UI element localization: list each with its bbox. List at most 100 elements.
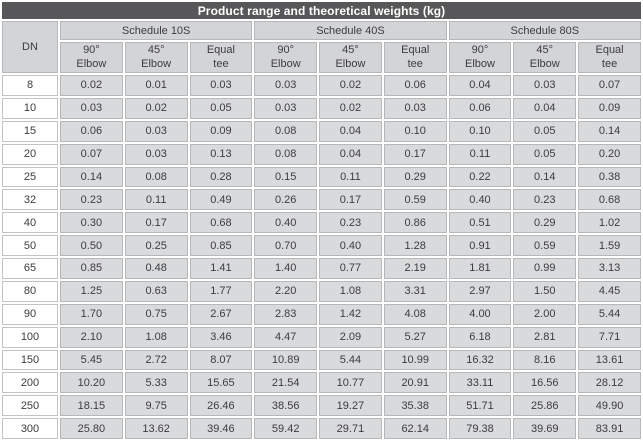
weight-cell: 1.40 <box>254 258 318 279</box>
weight-cell: 6.18 <box>448 326 512 348</box>
dn-value: 40 <box>2 212 58 234</box>
sub-header-angle-label: 45° <box>536 43 554 56</box>
weight-cell: 0.70 <box>254 235 318 256</box>
dn-column-header: DN <box>2 21 58 73</box>
weight-cell: 0.09 <box>578 97 641 119</box>
weight-cell: 0.75 <box>124 303 188 325</box>
sub-header-fitting-label: Elbow <box>335 57 366 70</box>
weight-cell: 4.00 <box>448 303 512 325</box>
weight-cell: 38.56 <box>254 395 318 417</box>
weight-cell: 0.49 <box>189 189 253 211</box>
weight-cell: 26.46 <box>189 395 253 417</box>
weight-cell: 18.15 <box>60 395 123 417</box>
weight-cell: 0.23 <box>319 212 382 234</box>
weight-cell: 0.68 <box>578 189 641 211</box>
weight-cell: 3.13 <box>578 258 641 279</box>
sub-header-1-elbow: 45° Elbow <box>124 42 188 73</box>
weight-cell: 5.44 <box>319 349 382 371</box>
table-title: Product range and theoretical weights (k… <box>2 2 641 19</box>
weight-cell: 0.04 <box>319 120 382 142</box>
weight-cell: 39.46 <box>189 418 253 439</box>
table-row: 25 0.14 0.08 0.28 0.15 0.11 0.29 0.22 0.14 0.38 <box>2 166 641 188</box>
weight-cell: 25.80 <box>60 418 123 439</box>
weight-cell: 0.85 <box>189 235 253 256</box>
weight-cell: 0.05 <box>513 120 577 142</box>
weight-cell: 49.90 <box>578 395 641 417</box>
table-row: 10 0.03 0.02 0.05 0.03 0.02 0.03 0.06 0.04 0.09 <box>2 97 641 119</box>
weight-cell: 0.02 <box>60 75 123 96</box>
weight-cell: 5.45 <box>60 349 123 371</box>
weight-cell: 13.62 <box>124 418 188 439</box>
weight-cell: 0.10 <box>383 120 447 142</box>
sub-header-fitting-label: Elbow <box>270 57 301 70</box>
table-row: 20 0.07 0.03 0.13 0.08 0.04 0.17 0.11 0.05 0.20 <box>2 143 641 165</box>
weight-cell: 0.04 <box>319 143 382 165</box>
sub-header-fitting-label: tee <box>601 57 618 70</box>
sub-header-6-elbow: 90° Elbow <box>448 42 512 73</box>
weight-cell: 2.09 <box>319 326 382 348</box>
weight-cell: 2.72 <box>124 349 188 371</box>
table-body: 8 0.02 0.01 0.03 0.03 0.02 0.06 0.04 0.03 0.07 10 0… <box>2 75 641 439</box>
dn-value: 100 <box>2 326 58 348</box>
table-row: 100 2.10 1.08 3.46 4.47 2.09 5.27 6.18 2.81 7.71 <box>2 326 641 348</box>
sub-header-angle-label: 90° <box>471 43 489 56</box>
dn-value: 200 <box>2 372 58 394</box>
weight-cell: 0.91 <box>448 235 512 256</box>
sub-header-angle-label: Equal <box>595 43 624 56</box>
weight-cell: 0.08 <box>254 120 318 142</box>
sub-header-0-elbow: 90° Elbow <box>60 42 123 73</box>
weight-cell: 28.12 <box>578 372 641 394</box>
weight-cell: 0.40 <box>448 189 512 211</box>
weight-cell: 5.33 <box>124 372 188 394</box>
weight-cell: 2.10 <box>60 326 123 348</box>
weight-cell: 0.14 <box>513 166 577 188</box>
weight-cell: 0.02 <box>124 97 188 119</box>
weight-cell: 0.14 <box>578 120 641 142</box>
weight-cell: 1.81 <box>448 258 512 279</box>
weight-cell: 0.10 <box>448 120 512 142</box>
weight-cell: 1.50 <box>513 280 577 302</box>
weight-cell: 0.08 <box>124 166 188 188</box>
weight-cell: 8.16 <box>513 349 577 371</box>
sub-header-angle-label: 45° <box>147 43 165 56</box>
weight-cell: 1.59 <box>578 235 641 256</box>
weight-cell: 0.86 <box>383 212 447 234</box>
weight-cell: 5.44 <box>578 303 641 325</box>
weight-cell: 83.91 <box>578 418 641 439</box>
title-row: Product range and theoretical weights (k… <box>2 2 641 19</box>
weight-cell: 0.15 <box>254 166 318 188</box>
table-row: 40 0.30 0.17 0.68 0.40 0.23 0.86 0.51 0.29 1.02 <box>2 212 641 234</box>
sub-header-5-tee: Equal tee <box>383 42 447 73</box>
weight-cell: 16.56 <box>513 372 577 394</box>
weight-cell: 0.29 <box>383 166 447 188</box>
weight-cell: 0.02 <box>319 97 382 119</box>
weight-cell: 0.99 <box>513 258 577 279</box>
weight-cell: 0.23 <box>513 189 577 211</box>
weight-cell: 0.14 <box>60 166 123 188</box>
weight-cell: 1.08 <box>124 326 188 348</box>
weight-cell: 0.85 <box>60 258 123 279</box>
weight-cell: 4.47 <box>254 326 318 348</box>
weight-cell: 10.99 <box>383 349 447 371</box>
group-header-schedule-40s: Schedule 40S <box>254 21 447 40</box>
table-row: 8 0.02 0.01 0.03 0.03 0.02 0.06 0.04 0.03 0.07 <box>2 75 641 96</box>
weight-cell: 2.00 <box>513 303 577 325</box>
sub-header-8-tee: Equal tee <box>578 42 641 73</box>
weight-cell: 1.41 <box>189 258 253 279</box>
group-header-row: DN Schedule 10S Schedule 40S Schedule 80… <box>2 21 641 73</box>
dn-value: 150 <box>2 349 58 371</box>
dn-value: 8 <box>2 75 58 96</box>
weight-cell: 0.05 <box>513 143 577 165</box>
weight-cell: 4.08 <box>383 303 447 325</box>
weight-cell: 0.03 <box>124 143 188 165</box>
sub-header-3-elbow: 90° Elbow <box>254 42 318 73</box>
weight-cell: 0.03 <box>254 97 318 119</box>
weight-cell: 0.77 <box>319 258 382 279</box>
weight-cell: 0.23 <box>60 189 123 211</box>
weight-cell: 0.17 <box>383 143 447 165</box>
weight-cell: 0.38 <box>578 166 641 188</box>
weight-cell: 0.01 <box>124 75 188 96</box>
weight-cell: 3.31 <box>383 280 447 302</box>
dn-value: 15 <box>2 120 58 142</box>
